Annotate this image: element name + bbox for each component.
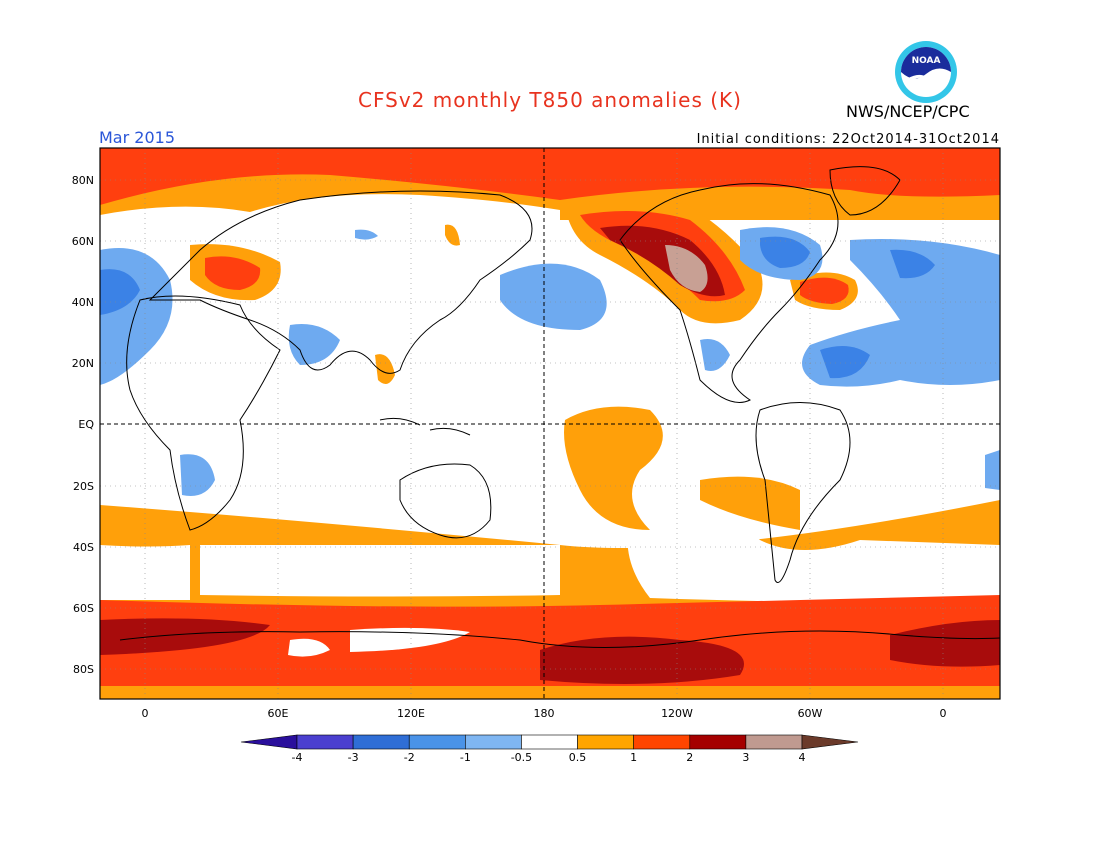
colorbar-box [521, 734, 578, 750]
colorbar-arrow-high [801, 734, 859, 750]
colorbar-box [577, 734, 634, 750]
lon-label: 0 [142, 707, 149, 720]
lat-label: 60S [73, 602, 94, 615]
noaa-logo-icon: NOAA [895, 41, 957, 103]
coastlines [119, 166, 1000, 648]
colorbar-box [296, 734, 354, 750]
colorbar-label: -4 [292, 751, 303, 764]
agency-label: NWS/NCEP/CPC [846, 102, 970, 121]
colorbar-label: -0.5 [511, 751, 532, 764]
colorbar-box [408, 734, 466, 750]
colorbar-box [465, 734, 522, 750]
colorbar-label: 0.5 [569, 751, 587, 764]
colorbar-label: 3 [742, 751, 749, 764]
colorbar-box [352, 734, 410, 750]
lon-label: 120E [397, 707, 425, 720]
colorbar-box [745, 734, 803, 750]
forecast-month: Mar 2015 [99, 128, 175, 147]
colorbar-label: -3 [348, 751, 359, 764]
lat-labels: 80N 60N 40N 20N EQ 20S 40S 60S 80S [72, 174, 95, 676]
initial-conditions: Initial conditions: 22Oct2014-31Oct2014 [696, 132, 1000, 147]
lon-label: 60W [798, 707, 823, 720]
colorbar-box [689, 734, 747, 750]
lat-label: 80N [72, 174, 94, 187]
lat-label: 80S [73, 663, 94, 676]
lat-label: EQ [78, 418, 94, 431]
colorbar-arrow-low [240, 734, 298, 750]
colorbar-label: -1 [460, 751, 471, 764]
colorbar-label: -2 [404, 751, 415, 764]
lon-labels: 0 60E 120E 180 120W 60W 0 [142, 707, 947, 720]
colorbar-box [633, 734, 691, 750]
svg-text:NOAA: NOAA [912, 56, 941, 66]
map-frame [99, 147, 1001, 700]
colorbar-label: 1 [630, 751, 637, 764]
lat-label: 20N [72, 357, 94, 370]
colorbar: -4 -3 -2 -1 -0.5 0.5 1 2 3 4 [240, 734, 859, 764]
lat-label: 40S [73, 541, 94, 554]
lat-label: 20S [73, 480, 94, 493]
lat-label: 60N [72, 235, 94, 248]
map-title: CFSv2 monthly T850 anomalies (K) [358, 88, 742, 112]
lon-label: 180 [534, 707, 555, 720]
lon-label: 120W [661, 707, 693, 720]
lon-label: 60E [268, 707, 289, 720]
colorbar-label: 2 [686, 751, 693, 764]
colorbar-label: 4 [799, 751, 806, 764]
lat-label: 40N [72, 296, 94, 309]
lon-label: 0 [940, 707, 947, 720]
